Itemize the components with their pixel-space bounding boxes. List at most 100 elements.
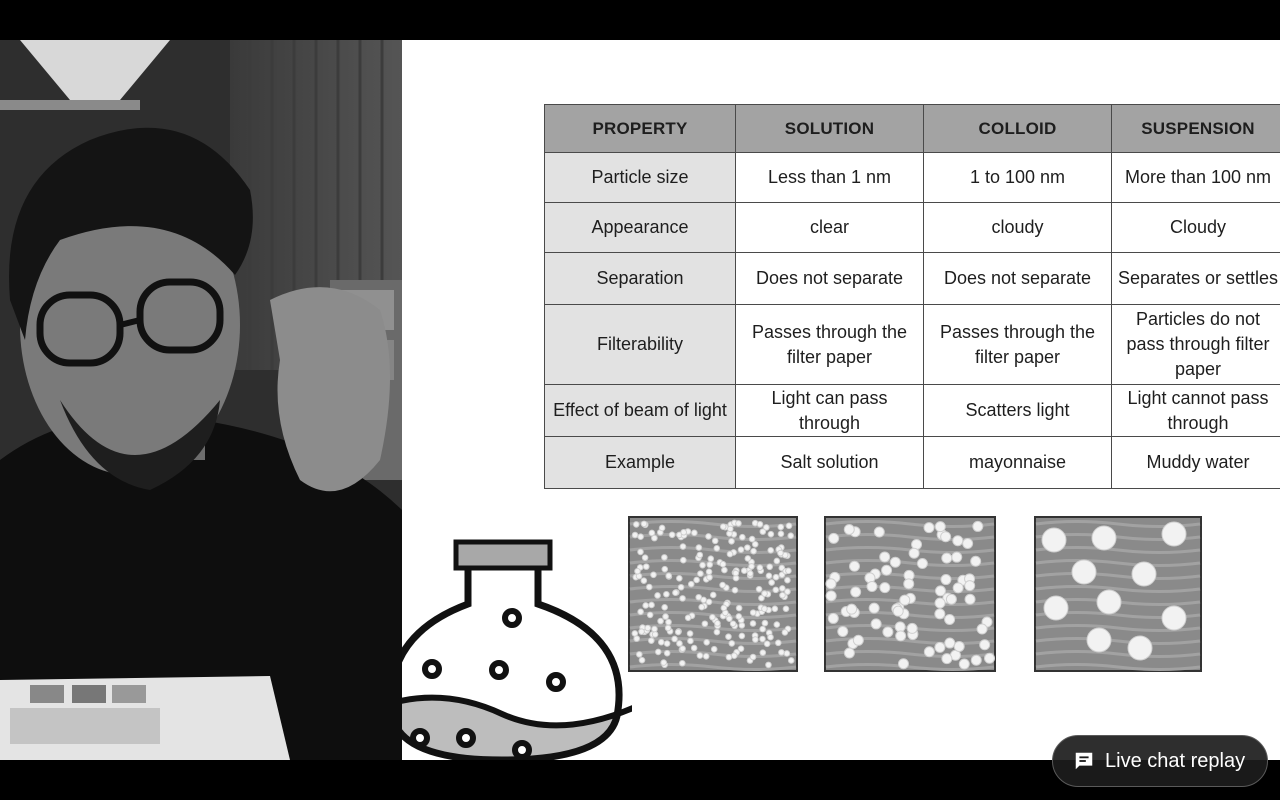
particle (825, 590, 837, 602)
solution-cell: Does not separate (735, 252, 924, 305)
particle (756, 564, 764, 572)
particle (684, 614, 692, 622)
texture-line (1035, 559, 1201, 567)
colloid-particles-image (824, 516, 996, 672)
particle (916, 558, 928, 570)
colloid-cell: mayonnaise (923, 436, 1112, 489)
particle (690, 644, 698, 652)
particle (726, 550, 734, 558)
particle (738, 632, 746, 640)
particle (970, 555, 982, 567)
particle (676, 640, 683, 647)
presenter-image (0, 40, 402, 760)
particle (725, 653, 733, 661)
particle (923, 522, 935, 534)
flask-icon (402, 539, 632, 760)
particle (783, 650, 791, 657)
particle (774, 639, 782, 647)
particle (940, 531, 952, 543)
particle (894, 621, 906, 633)
particle (701, 620, 709, 628)
live-chat-replay-button[interactable]: Live chat replay (1052, 735, 1268, 787)
particle (773, 621, 781, 628)
particle (934, 641, 946, 653)
video-player[interactable]: PROPERTY SOLUTION COLLOID SUSPENSION Par… (0, 40, 1280, 760)
particle (664, 624, 672, 632)
particle (706, 574, 713, 581)
particle (850, 586, 862, 598)
particle (767, 547, 775, 554)
particle (843, 647, 855, 659)
particle (870, 618, 882, 630)
particle (709, 614, 716, 621)
suspension-cell: Muddy water (1111, 436, 1280, 489)
particle (672, 589, 679, 597)
particle (873, 526, 885, 538)
particle (642, 563, 650, 570)
particle (654, 648, 662, 656)
solution-cell-line: through (798, 412, 861, 433)
particle (679, 595, 686, 602)
particle (908, 547, 920, 559)
colloid-cell-line: cloudy (991, 217, 1044, 237)
colloid-cell-line: Passes through the (939, 321, 1096, 342)
particle (661, 554, 668, 561)
particle (691, 529, 698, 537)
particle (738, 622, 746, 629)
particle (730, 652, 738, 660)
particle (657, 617, 664, 625)
particle (773, 557, 781, 565)
particle (637, 548, 644, 556)
texture-line (825, 663, 995, 671)
suspension-cell-line: Light cannot pass (1127, 387, 1269, 408)
particle (697, 570, 704, 577)
particle (710, 645, 718, 653)
particle (686, 630, 694, 637)
particle (940, 574, 952, 586)
suspension-cell-line: More than 100 nm (1124, 167, 1272, 187)
particle (882, 626, 894, 638)
solution-cell-line: filter paper (786, 346, 873, 367)
particle (713, 544, 721, 552)
particle (759, 649, 767, 656)
particle (634, 567, 641, 575)
particle (944, 637, 956, 649)
particle (749, 620, 757, 627)
particle (848, 560, 860, 572)
particle (934, 597, 946, 609)
particle (657, 638, 665, 646)
header-solution: SOLUTION (735, 104, 924, 153)
particle (979, 639, 991, 651)
particle (952, 582, 964, 594)
colloid-cell-line: Does not separate (943, 268, 1092, 288)
particle (721, 566, 728, 574)
particle (677, 583, 685, 591)
particle (663, 649, 671, 657)
particle (1096, 589, 1122, 615)
particle (846, 603, 858, 615)
suspension-cell-line: pass through filter (1126, 334, 1270, 354)
particle (934, 608, 946, 620)
particle (641, 554, 649, 561)
particle (749, 609, 757, 616)
suspension-cell: Particles do not pass through filter paper (1111, 304, 1280, 385)
particle (866, 581, 878, 593)
particle (719, 523, 727, 530)
particle (698, 603, 706, 611)
particle (748, 535, 756, 543)
suspension-cell-line: paper (1174, 359, 1222, 379)
suspension-cell: More than 100 nm (1111, 152, 1280, 203)
particle (713, 628, 721, 636)
particle (787, 532, 795, 540)
particle (771, 605, 779, 613)
particle (941, 552, 953, 564)
suspension-cell-line: Particles do not (1135, 309, 1261, 329)
suspension-cell-line: through (1167, 412, 1229, 433)
particle (958, 658, 970, 670)
particle (759, 625, 766, 633)
particle (651, 631, 659, 638)
particle (679, 543, 687, 550)
particle (889, 556, 901, 568)
particle (663, 640, 671, 647)
particle (640, 520, 648, 528)
